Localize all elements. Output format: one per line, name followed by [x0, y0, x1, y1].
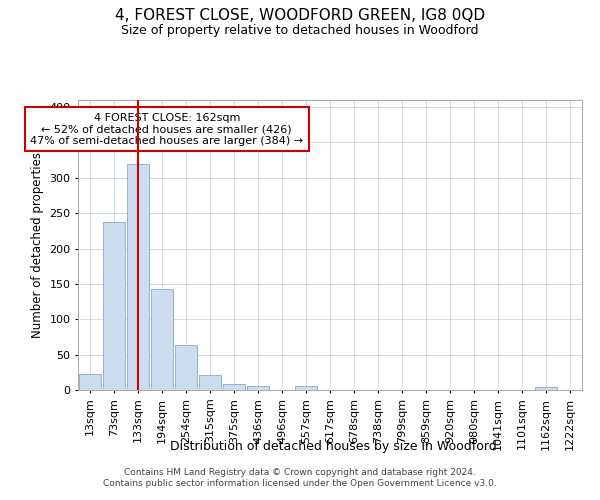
Y-axis label: Number of detached properties: Number of detached properties: [31, 152, 44, 338]
Bar: [295, 386, 317, 390]
Text: 4 FOREST CLOSE: 162sqm
← 52% of detached houses are smaller (426)
47% of semi-de: 4 FOREST CLOSE: 162sqm ← 52% of detached…: [30, 112, 304, 146]
Bar: [151, 289, 173, 390]
Bar: [223, 384, 245, 390]
Bar: [535, 387, 557, 390]
Text: Contains HM Land Registry data © Crown copyright and database right 2024.
Contai: Contains HM Land Registry data © Crown c…: [103, 468, 497, 487]
Bar: [79, 374, 101, 390]
Text: Size of property relative to detached houses in Woodford: Size of property relative to detached ho…: [121, 24, 479, 37]
Bar: [247, 386, 269, 390]
Text: 4, FOREST CLOSE, WOODFORD GREEN, IG8 0QD: 4, FOREST CLOSE, WOODFORD GREEN, IG8 0QD: [115, 8, 485, 22]
Bar: [103, 222, 125, 390]
Bar: [175, 344, 197, 390]
Text: Distribution of detached houses by size in Woodford: Distribution of detached houses by size …: [170, 440, 496, 453]
Bar: [199, 375, 221, 390]
Bar: [127, 164, 149, 390]
